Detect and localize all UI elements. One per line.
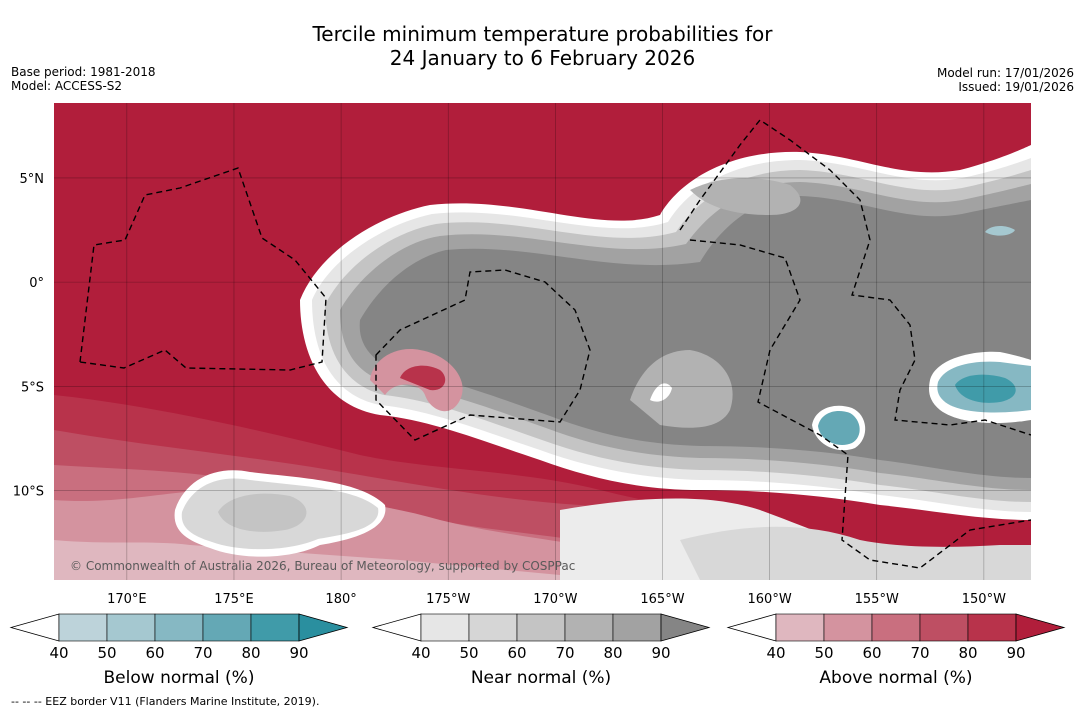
colorbar-tick-label: 80 [603,644,622,662]
colorbar-tick-label: 80 [958,644,977,662]
base-period: Base period: 1981-2018 [11,65,156,79]
lon-label: 180° [325,592,356,607]
colorbar-swatch [871,613,921,642]
lon-label: 175°E [214,592,254,607]
colorbar-max-extend [1015,613,1066,642]
colorbar-swatch [919,613,969,642]
colorbars: 40 50 60 70 80 90 40 50 60 70 80 90 40 50 60 70 80 90 [9,613,1066,662]
colorbar-max-extend [298,613,349,642]
field-below-80-1 [955,374,1016,403]
map-fields [54,103,1031,580]
lat-label: 5°S [21,380,44,395]
colorbar-swatch [468,613,518,642]
lon-label: 170°E [107,592,147,607]
colorbar-tick-label: 90 [289,644,308,662]
colorbar-tick-label: 60 [862,644,881,662]
colorbar-tick-label: 50 [459,644,478,662]
eez-kiribati-gilbert [79,167,327,371]
model-name: Model: ACCESS-S2 [11,79,123,93]
colorbar-tick-label: 70 [193,644,212,662]
field-near-50-south [680,526,1031,580]
colorbar-swatch [516,613,566,642]
field-near-90 [359,196,1031,478]
colorbar-tick-label: 40 [411,644,430,662]
colorbar-swatch [58,613,108,642]
colorbar-tick-label: 70 [910,644,929,662]
colorbar-swatch [823,613,873,642]
field-above-40 [54,540,600,580]
eez-kiribati-phoenix [375,269,591,441]
chart-title-line1: Tercile minimum temperature probabilitie… [312,22,773,46]
colorbar-tick-label: 60 [507,644,526,662]
colorbar-tick-label: 50 [814,644,833,662]
colorbar-min-extend [726,613,777,642]
lon-label: 160°W [748,592,792,607]
lon-label: 150°W [962,592,1006,607]
legend-below-title: Below normal (%) [103,668,255,688]
copyright-text: © Commonwealth of Australia 2026, Bureau… [70,559,576,573]
field-above-intrusion-core [400,365,446,391]
field-near-white-patch [650,383,672,402]
colorbar-swatch [106,613,156,642]
chart-title: Tercile minimum temperature probabilitie… [0,22,1085,70]
model-run: Model run: 17/01/2026 [936,66,1074,80]
colorbar-swatch [154,613,204,642]
colorbar-tick-label: 90 [1006,644,1025,662]
field-near-sw-70 [218,493,307,532]
map-gridlines [54,103,1031,580]
lat-label: 10°S [13,484,44,499]
colorbar-swatch [420,613,470,642]
colorbar-swatch [612,613,662,642]
colorbar-swatch [967,613,1017,642]
eez-line-islands [679,119,1031,436]
colorbar-tick-label: 40 [49,644,68,662]
lon-label: 155°W [855,592,899,607]
legend-near-title: Near normal (%) [470,668,612,688]
longitude-labels: 170°E 175°E 180° 175°W 170°W 165°W 160°W 155°W 1… [107,592,1006,607]
colorbar-tick-label: 50 [97,644,116,662]
field-below-50-3 [985,226,1015,236]
colorbar-swatch [564,613,614,642]
eez-footnote: -- -- -- EEZ border V11 (Flanders Marine… [11,695,320,708]
lon-label: 175°W [426,592,470,607]
colorbar-swatch [202,613,252,642]
colorbar-swatch [250,613,300,642]
meta-left: Base period: 1981-2018 Model: ACCESS-S2 [11,65,156,93]
eez-southern-lines [689,239,1031,569]
latitude-labels: 5°N 0° 5°S 10°S [13,172,44,499]
field-below-70-2 [818,410,860,446]
field-near-60-north [690,178,801,215]
lat-label: 0° [29,276,44,291]
chart-title-line2: 24 January to 6 February 2026 [389,46,696,70]
colorbar-max-extend [660,613,711,642]
colorbar-tick-label: 40 [766,644,785,662]
lon-label: 170°W [533,592,577,607]
legend-above-title: Above normal (%) [819,668,973,688]
colorbar-tick-label: 60 [145,644,164,662]
lon-label: 165°W [640,592,684,607]
eez-borders [79,119,1031,569]
colorbar-swatch [775,613,825,642]
colorbar-tick-label: 90 [651,644,670,662]
field-near-60-patch [630,350,733,428]
colorbar-tick-label: 70 [555,644,574,662]
lat-label: 5°N [20,172,45,187]
colorbar-min-extend [9,613,60,642]
meta-right: Model run: 17/01/2026 Issued: 19/01/2026 [937,66,1074,94]
colorbar-min-extend [371,613,422,642]
issued-date: Issued: 19/01/2026 [958,80,1074,94]
colorbar-tick-label: 80 [241,644,260,662]
